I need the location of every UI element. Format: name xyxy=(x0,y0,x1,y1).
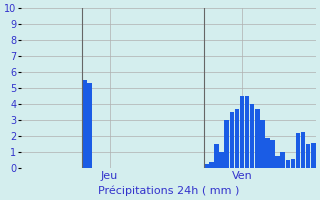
Bar xyxy=(82,80,86,168)
Bar xyxy=(220,152,224,168)
Bar xyxy=(214,144,219,168)
Bar xyxy=(285,160,290,168)
Bar xyxy=(265,138,270,168)
Bar xyxy=(291,159,295,168)
Bar xyxy=(235,109,239,168)
Bar xyxy=(306,144,310,168)
Bar xyxy=(296,133,300,168)
Bar xyxy=(280,152,285,168)
Bar xyxy=(224,120,229,168)
Bar xyxy=(250,104,254,168)
Bar xyxy=(270,140,275,168)
X-axis label: Précipitations 24h ( mm ): Précipitations 24h ( mm ) xyxy=(98,185,239,196)
Bar xyxy=(240,96,244,168)
Bar xyxy=(276,156,280,168)
Bar xyxy=(204,164,209,168)
Bar xyxy=(87,83,92,168)
Bar xyxy=(229,112,234,168)
Bar xyxy=(260,120,265,168)
Bar xyxy=(301,132,305,168)
Bar xyxy=(311,143,316,168)
Bar xyxy=(255,109,260,168)
Bar xyxy=(209,162,214,168)
Bar xyxy=(245,96,249,168)
